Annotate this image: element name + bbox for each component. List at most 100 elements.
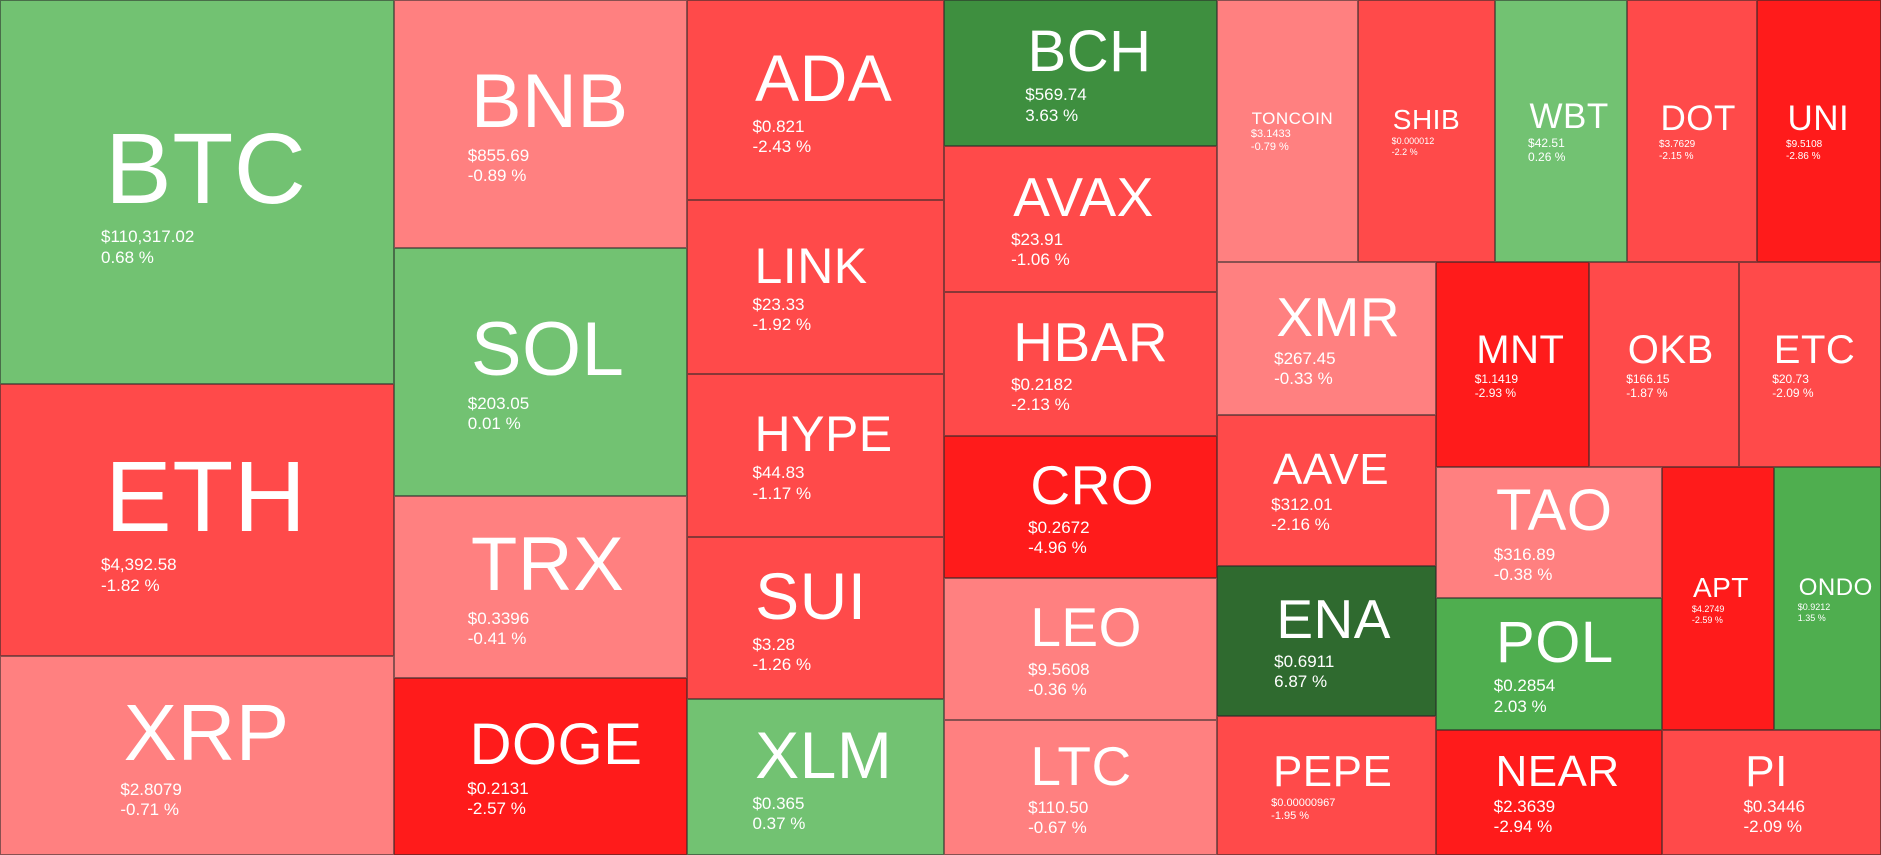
- tile-uni[interactable]: UNI $9.5108 -2.86 %: [1757, 0, 1881, 262]
- tile-change: -4.96 %: [1028, 537, 1087, 557]
- tile-change: -1.87 %: [1626, 386, 1668, 401]
- tile-price: $0.2131: [467, 778, 529, 798]
- tile-price: $0.821: [752, 116, 805, 136]
- tile-symbol: DOGE: [469, 712, 643, 778]
- tile-symbol: XRP: [123, 688, 290, 778]
- tile-symbol: OKB: [1627, 327, 1714, 372]
- tile-symbol: ETH: [105, 441, 307, 554]
- tile-change: -0.38 %: [1493, 565, 1553, 585]
- tile-change: -0.79 %: [1250, 141, 1289, 154]
- tile-symbol: LEO: [1030, 596, 1142, 659]
- tile-hbar[interactable]: HBAR $0.2182 -2.13 %: [944, 292, 1217, 436]
- tile-trx[interactable]: TRX $0.3396 -0.41 %: [394, 496, 687, 678]
- tile-symbol: HYPE: [754, 406, 893, 463]
- tile-ltc[interactable]: LTC $110.50 -0.67 %: [944, 720, 1217, 855]
- tile-symbol: TAO: [1496, 478, 1613, 544]
- tile-change: -0.71 %: [120, 800, 179, 820]
- tile-change: -1.92 %: [752, 315, 812, 335]
- tile-wbt[interactable]: WBT $42.51 0.26 %: [1495, 0, 1627, 262]
- tile-pi[interactable]: PI $0.3446 -2.09 %: [1662, 730, 1881, 855]
- tile-price: $4.2749: [1691, 603, 1725, 614]
- tile-price: $23.33: [752, 294, 805, 314]
- tile-price: $0.2182: [1011, 374, 1073, 394]
- tile-mnt[interactable]: MNT $1.1419 -2.93 %: [1436, 262, 1589, 467]
- tile-tao[interactable]: TAO $316.89 -0.38 %: [1436, 467, 1662, 598]
- tile-change: -0.36 %: [1028, 679, 1087, 699]
- tile-bnb[interactable]: BNB $855.69 -0.89 %: [394, 0, 687, 248]
- tile-change: -2.09 %: [1743, 817, 1803, 837]
- tile-price: $4,392.58: [101, 555, 177, 575]
- tile-near[interactable]: NEAR $2.3639 -2.94 %: [1436, 730, 1662, 855]
- tile-price: $110,317.02: [101, 227, 195, 247]
- tile-change: 0.68 %: [101, 247, 154, 267]
- tile-ondo[interactable]: ONDO $0.9212 1.35 %: [1774, 467, 1881, 730]
- tile-ena[interactable]: ENA $0.6911 6.87 %: [1217, 566, 1436, 716]
- tile-xlm[interactable]: XLM $0.365 0.37 %: [687, 699, 944, 855]
- tile-symbol: BTC: [105, 113, 307, 226]
- tile-pol[interactable]: POL $0.2854 2.03 %: [1436, 598, 1662, 730]
- tile-leo[interactable]: LEO $9.5608 -0.36 %: [944, 578, 1217, 720]
- tile-change: -0.33 %: [1274, 369, 1333, 389]
- tile-symbol: PEPE: [1272, 746, 1393, 796]
- tile-symbol: BNB: [470, 58, 629, 144]
- tile-symbol: ENA: [1276, 588, 1391, 651]
- tile-change: -2.59 %: [1691, 614, 1723, 625]
- tile-xrp[interactable]: XRP $2.8079 -0.71 %: [0, 656, 394, 855]
- tile-ada[interactable]: ADA $0.821 -2.43 %: [687, 0, 944, 200]
- tile-dot[interactable]: DOT $3.7629 -2.15 %: [1627, 0, 1757, 262]
- tile-avax[interactable]: AVAX $23.91 -1.06 %: [944, 146, 1217, 292]
- tile-eth[interactable]: ETH $4,392.58 -1.82 %: [0, 384, 394, 656]
- tile-change: 6.87 %: [1274, 671, 1328, 691]
- tile-etc[interactable]: ETC $20.73 -2.09 %: [1739, 262, 1881, 467]
- tile-change: 3.63 %: [1025, 105, 1079, 125]
- tile-change: -1.06 %: [1011, 249, 1070, 269]
- tile-price: $203.05: [467, 394, 530, 414]
- tile-price: $23.91: [1011, 229, 1064, 249]
- tile-okb[interactable]: OKB $166.15 -1.87 %: [1589, 262, 1739, 467]
- tile-price: $0.000012: [1391, 136, 1435, 147]
- tile-price: $1.1419: [1474, 371, 1519, 386]
- tile-change: 0.01 %: [467, 414, 521, 434]
- tile-change: -0.41 %: [467, 629, 527, 649]
- tile-sol[interactable]: SOL $203.05 0.01 %: [394, 248, 687, 496]
- tile-change: -2.43 %: [752, 136, 812, 156]
- tile-change: -1.95 %: [1271, 810, 1310, 823]
- tile-change: -2.2 %: [1391, 147, 1418, 158]
- tile-change: -2.13 %: [1011, 394, 1070, 414]
- tile-pepe[interactable]: PEPE $0.00000967 -1.95 %: [1217, 716, 1436, 855]
- tile-change: -2.86 %: [1786, 151, 1821, 163]
- tile-symbol: ONDO: [1798, 573, 1873, 601]
- tile-change: -2.93 %: [1474, 386, 1517, 401]
- tile-hype[interactable]: HYPE $44.83 -1.17 %: [687, 374, 944, 537]
- tile-xmr[interactable]: XMR $267.45 -0.33 %: [1217, 262, 1436, 415]
- tile-btc[interactable]: BTC $110,317.02 0.68 %: [0, 0, 394, 384]
- tile-price: $44.83: [752, 463, 805, 483]
- tile-symbol: AVAX: [1013, 166, 1154, 229]
- tile-change: 0.37 %: [752, 813, 806, 833]
- tile-toncoin[interactable]: TONCOIN $3.1433 -0.79 %: [1217, 0, 1358, 262]
- tile-sui[interactable]: SUI $3.28 -1.26 %: [687, 537, 944, 699]
- tile-price: $166.15: [1626, 371, 1670, 386]
- tile-price: $0.9212: [1797, 601, 1831, 612]
- tile-bch[interactable]: BCH $569.74 3.63 %: [944, 0, 1217, 146]
- tile-doge[interactable]: DOGE $0.2131 -2.57 %: [394, 678, 687, 855]
- tile-symbol: LTC: [1030, 734, 1132, 797]
- tile-price: $312.01: [1271, 495, 1333, 515]
- tile-price: $267.45: [1274, 349, 1336, 369]
- tile-symbol: MNT: [1476, 327, 1565, 372]
- tile-symbol: XLM: [755, 718, 893, 793]
- tile-symbol: TONCOIN: [1251, 108, 1334, 128]
- tile-symbol: HBAR: [1013, 311, 1169, 374]
- tile-price: $9.5108: [1786, 139, 1823, 151]
- tile-price: $0.00000967: [1271, 797, 1336, 810]
- tile-price: $42.51: [1528, 135, 1565, 150]
- tile-price: $0.2672: [1028, 517, 1090, 537]
- tile-apt[interactable]: APT $4.2749 -2.59 %: [1662, 467, 1774, 730]
- tile-aave[interactable]: AAVE $312.01 -2.16 %: [1217, 415, 1436, 566]
- tile-shib[interactable]: SHIB $0.000012 -2.2 %: [1358, 0, 1495, 262]
- tile-link[interactable]: LINK $23.33 -1.92 %: [687, 200, 944, 374]
- tile-change: -2.09 %: [1772, 386, 1814, 401]
- tile-cro[interactable]: CRO $0.2672 -4.96 %: [944, 436, 1217, 578]
- tile-symbol: POL: [1496, 609, 1614, 675]
- tile-price: $569.74: [1025, 85, 1087, 105]
